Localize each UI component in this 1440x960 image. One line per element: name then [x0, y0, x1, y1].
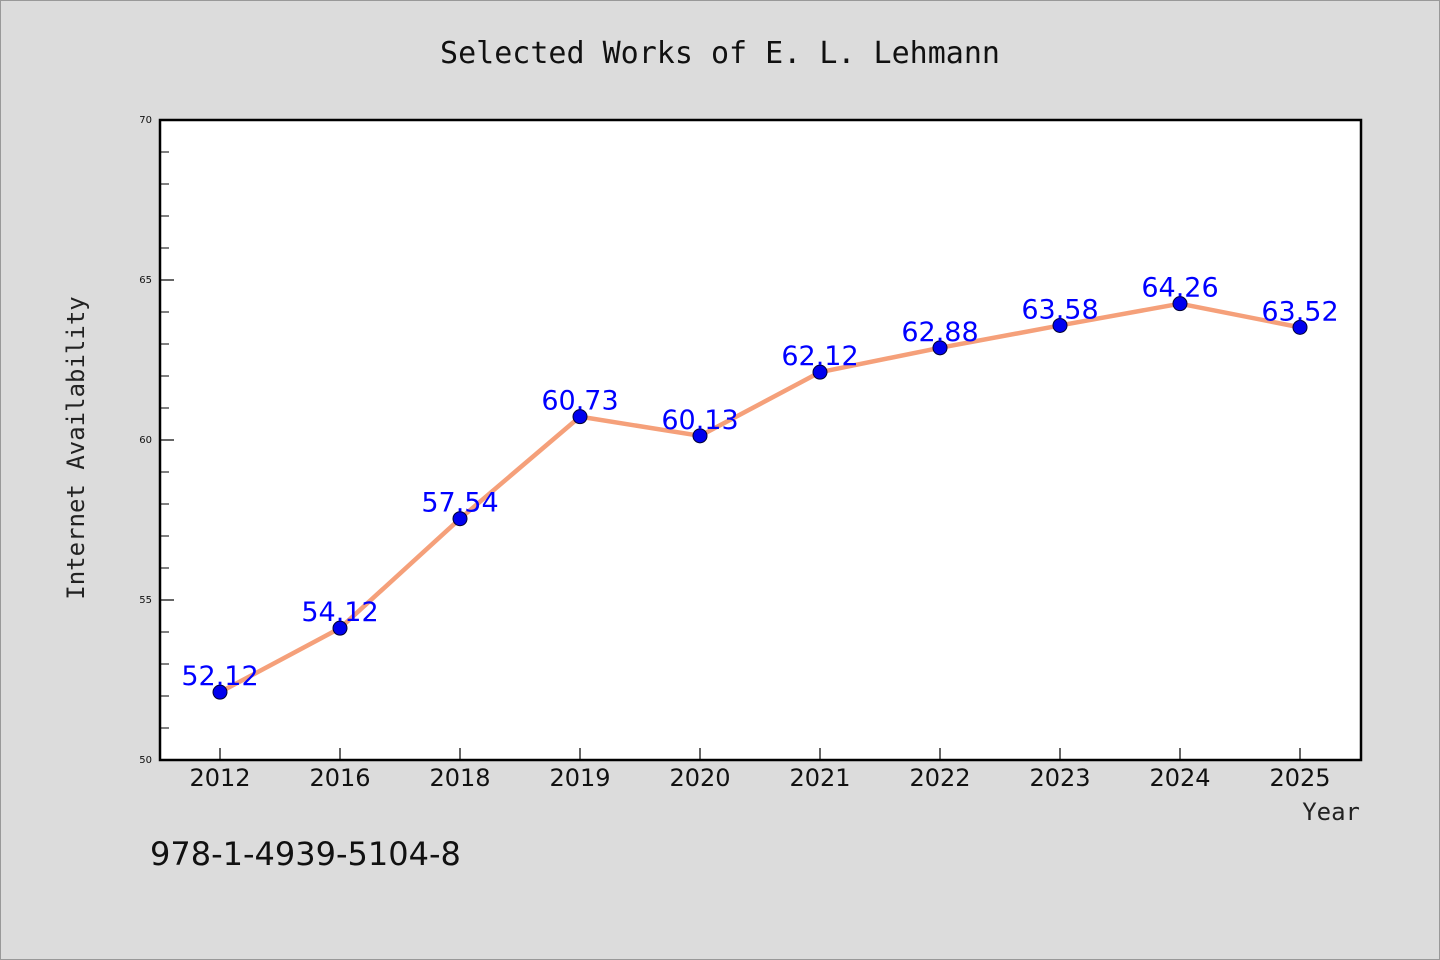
data-label: 63.58 — [1021, 294, 1098, 325]
data-label: 64.26 — [1141, 273, 1218, 304]
data-point — [932, 340, 948, 356]
data-point — [332, 620, 348, 636]
series-line-group — [217, 301, 1303, 695]
x-tick-label: 2016 — [309, 764, 370, 792]
plot-frame — [158, 118, 1363, 762]
data-point — [1172, 296, 1188, 312]
data-label: 62.88 — [901, 317, 978, 348]
data-label: 63.52 — [1261, 296, 1338, 327]
data-markers — [212, 296, 1308, 700]
data-point — [452, 511, 468, 527]
data-label: 60.73 — [541, 386, 618, 417]
x-tick-label: 2018 — [429, 764, 490, 792]
y-tick-label: 65 — [139, 275, 152, 286]
y-tick-label: 55 — [139, 595, 152, 606]
data-label: 60.13 — [661, 405, 738, 436]
data-labels: 52.12 54.12 57.54 60.73 60.13 62.12 62.88 63.58… — [181, 273, 1338, 692]
x-tick-label: 2012 — [189, 764, 250, 792]
x-tick-label: 2020 — [669, 764, 730, 792]
isbn-text: 978-1-4939-5104-8 — [150, 835, 461, 873]
data-point — [572, 409, 588, 425]
x-axis-ticks: 2012 2016 2018 2019 2020 2021 2022 2023 2024 2025 — [189, 748, 1331, 792]
x-tick-label: 2022 — [909, 764, 970, 792]
y-tick-label: 70 — [139, 115, 152, 126]
y-axis-minor-ticks — [160, 151, 169, 729]
x-tick-label: 2023 — [1029, 764, 1090, 792]
x-tick-label: 2021 — [789, 764, 850, 792]
x-tick-label: 2025 — [1269, 764, 1330, 792]
data-point — [812, 364, 828, 380]
data-label: 54.12 — [301, 597, 378, 628]
data-label: 57.54 — [421, 488, 498, 519]
data-point — [1052, 317, 1068, 333]
y-tick-label: 50 — [139, 755, 152, 766]
y-axis-label: Internet Availability — [62, 296, 90, 599]
plot-area — [160, 120, 1361, 760]
data-label: 52.12 — [181, 661, 258, 692]
x-axis-label: Year — [1302, 798, 1360, 826]
series-line — [217, 301, 1303, 695]
data-point — [692, 428, 708, 444]
data-point — [1292, 319, 1308, 335]
data-point — [212, 684, 228, 700]
x-tick-label: 2019 — [549, 764, 610, 792]
y-tick-label: 60 — [139, 435, 152, 446]
x-tick-label: 2024 — [1149, 764, 1210, 792]
chart-title: Selected Works of E. L. Lehmann — [440, 36, 1000, 71]
data-label: 62.12 — [781, 341, 858, 372]
